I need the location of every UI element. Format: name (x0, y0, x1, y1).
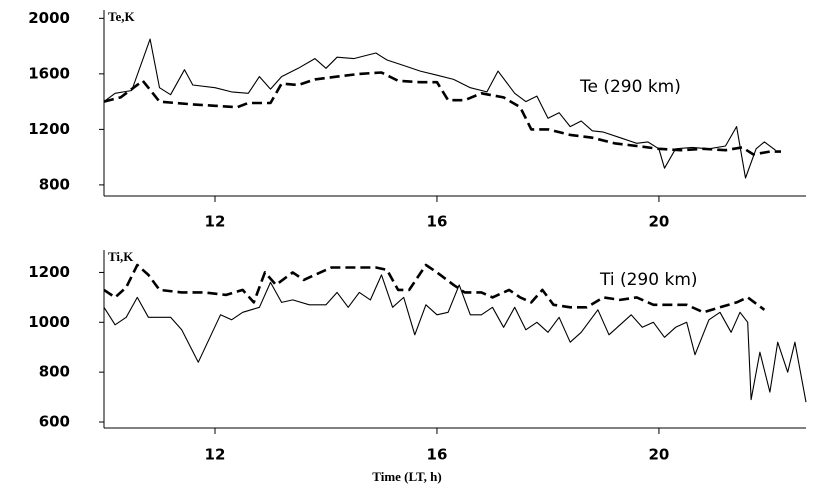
y-tick-label: 1600 (28, 64, 70, 82)
y-axis-label: Te,K (108, 9, 135, 24)
data-line (103, 38, 776, 179)
data-line (103, 71, 781, 156)
annotation: Te (290 km) (579, 77, 681, 97)
x-tick-label: 16 (427, 213, 448, 231)
x-axis-label: Time (LT, h) (372, 469, 441, 484)
x-tick-label: 20 (649, 213, 670, 231)
y-tick-label: 2000 (28, 9, 70, 27)
y-tick-label: 1200 (28, 263, 70, 281)
x-tick-label: 12 (205, 213, 226, 231)
x-tick-label: 12 (205, 446, 226, 464)
y-tick-label: 600 (39, 413, 70, 431)
x-tick-label: 20 (649, 446, 670, 464)
y-axis-label: Ti,K (108, 249, 134, 264)
y-tick-label: 800 (39, 363, 70, 381)
data-line (103, 274, 807, 403)
y-tick-label: 1200 (28, 120, 70, 138)
annotation: Ti (290 km) (599, 270, 698, 290)
x-tick-label: 16 (427, 446, 448, 464)
data-line (103, 263, 766, 314)
y-tick-label: 1000 (28, 313, 70, 331)
y-tick-label: 800 (39, 175, 70, 193)
